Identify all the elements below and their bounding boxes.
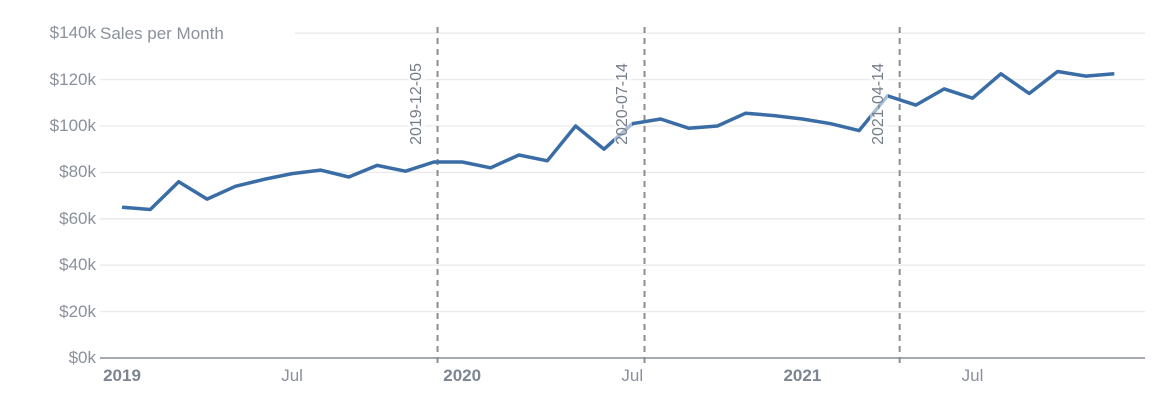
- y-tick-label: $20k: [59, 301, 96, 321]
- y-tick-label: $60k: [59, 208, 96, 228]
- x-tick-label: Jul: [961, 366, 984, 385]
- y-tick-label: $80k: [59, 162, 96, 182]
- y-tick-label: $40k: [59, 255, 96, 275]
- y-tick-label: $100k: [49, 116, 96, 135]
- x-tick-label: 2021: [783, 366, 822, 385]
- event-date-label: 2019-12-05: [407, 61, 426, 147]
- y-tick-label: $0k: [68, 348, 96, 367]
- x-tick-label: Jul: [281, 366, 303, 385]
- event-date-label: 2021-04-14: [869, 61, 888, 147]
- chart-title: Sales per Month: [100, 24, 224, 43]
- x-tick-label: 2020: [443, 366, 482, 385]
- y-tick-label: $140k: [49, 23, 96, 43]
- y-tick-label: $120k: [49, 69, 96, 89]
- x-tick-label: Jul: [621, 366, 644, 385]
- x-tick-label: 2019: [103, 366, 141, 385]
- event-date-label: 2020-07-14: [614, 61, 633, 147]
